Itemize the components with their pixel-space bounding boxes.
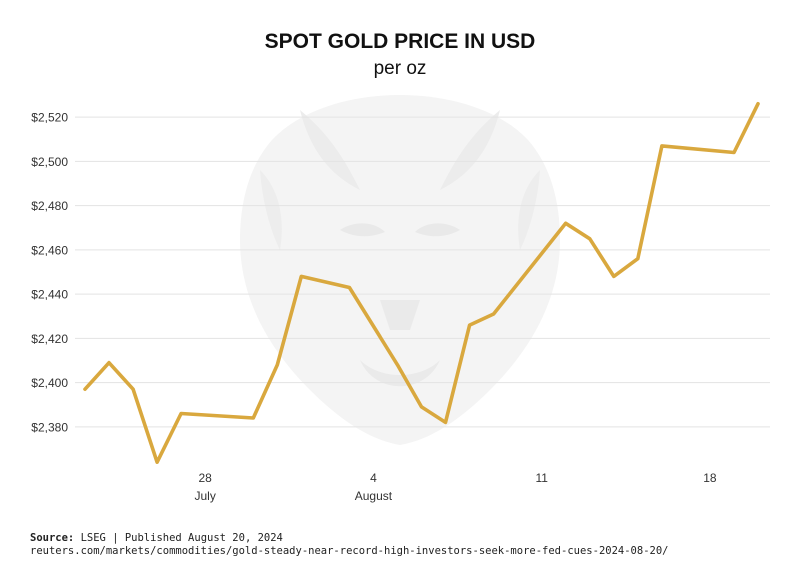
y-tick-label: $2,440 [31, 288, 68, 302]
y-tick-label: $2,460 [31, 243, 68, 257]
source-text: LSEG | Published August 20, 2024 [80, 532, 283, 544]
x-month-label: August [355, 489, 393, 503]
y-tick-label: $2,400 [31, 376, 68, 390]
source-label: Source: [30, 532, 75, 544]
x-tick-label: 28 [198, 471, 212, 485]
y-tick-label: $2,380 [31, 420, 68, 434]
x-tick-label: 4 [370, 471, 377, 485]
chart-subtitle: per oz [373, 58, 427, 79]
y-tick-label: $2,420 [31, 332, 68, 346]
x-tick-label: 11 [535, 471, 548, 485]
lion-head-watermark-icon [240, 95, 560, 445]
source-note: Source: LSEG | Published August 20, 2024… [30, 532, 668, 558]
y-tick-label: $2,520 [31, 111, 68, 125]
x-tick-label: 18 [703, 471, 717, 485]
gold-price-chart: $2,380 $2,400 $2,420 $2,440 $2,460 $2,480 $2,5… [31, 95, 770, 503]
chart-title: SPOT GOLD PRICE IN USD [264, 30, 536, 53]
y-tick-label: $2,480 [31, 199, 68, 213]
source-url: reuters.com/markets/commodities/gold-ste… [30, 545, 669, 557]
x-month-label: July [195, 489, 216, 503]
y-tick-label: $2,500 [31, 155, 68, 169]
gold-price-series-line [83, 102, 760, 464]
